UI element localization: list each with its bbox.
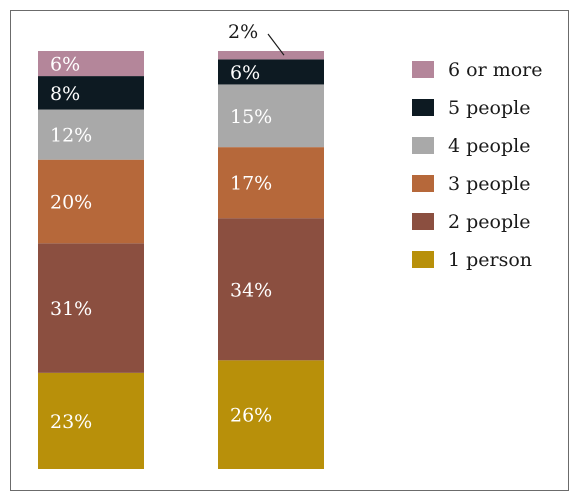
segment-label: 31%: [50, 298, 92, 320]
legend-swatch: [412, 251, 434, 268]
bar-segment-1-4-people: [38, 109, 144, 160]
bar-segment-2-1-person: [218, 360, 324, 469]
legend-swatch: [412, 213, 434, 230]
callout-leader-line: [267, 33, 285, 56]
legend-label: 6 or more: [448, 59, 542, 81]
legend-label: 1 person: [448, 249, 532, 271]
segment-label: 6%: [50, 54, 80, 76]
segment-label: 20%: [50, 191, 92, 213]
bar-segment-1-3-people: [38, 159, 144, 244]
bar-segment-1-2-people: [38, 243, 144, 373]
legend-label: 4 people: [448, 135, 530, 157]
bars-group: [38, 51, 324, 469]
bar-segment-1-5-people: [38, 76, 144, 110]
segment-label: 12%: [50, 125, 92, 147]
bar-segment-2-3-people: [218, 147, 324, 219]
callouts-group: 2%: [228, 21, 285, 56]
segment-label: 6%: [230, 62, 260, 84]
segment-label: 34%: [230, 279, 272, 301]
bar-segment-1-6-or-more: [38, 51, 144, 77]
legend-swatch: [412, 175, 434, 192]
legend-swatch: [412, 61, 434, 78]
legend-label: 2 people: [448, 211, 530, 233]
segment-labels-group: 23% 31% 20% 12% 8% 6% 26% 34% 17% 15% 6%: [50, 54, 272, 433]
bar-segment-2-5-people: [218, 59, 324, 85]
legend: 6 or more 5 people 4 people 3 people 2 peopl…: [412, 59, 542, 271]
segment-label: 17%: [230, 173, 272, 195]
legend-label: 3 people: [448, 173, 530, 195]
segment-label: 15%: [230, 106, 272, 128]
legend-label: 5 people: [448, 97, 530, 119]
legend-swatch: [412, 137, 434, 154]
segment-label: 8%: [50, 83, 80, 105]
callout-label: 2%: [228, 21, 258, 43]
bar-segment-2-2-people: [218, 218, 324, 361]
bar-segment-1-1-person: [38, 372, 144, 469]
legend-swatch: [412, 99, 434, 116]
bar-segment-2-4-people: [218, 84, 324, 148]
segment-label: 26%: [230, 405, 272, 427]
bar-segment-2-6-or-more: [218, 51, 324, 60]
segment-label: 23%: [50, 411, 92, 433]
